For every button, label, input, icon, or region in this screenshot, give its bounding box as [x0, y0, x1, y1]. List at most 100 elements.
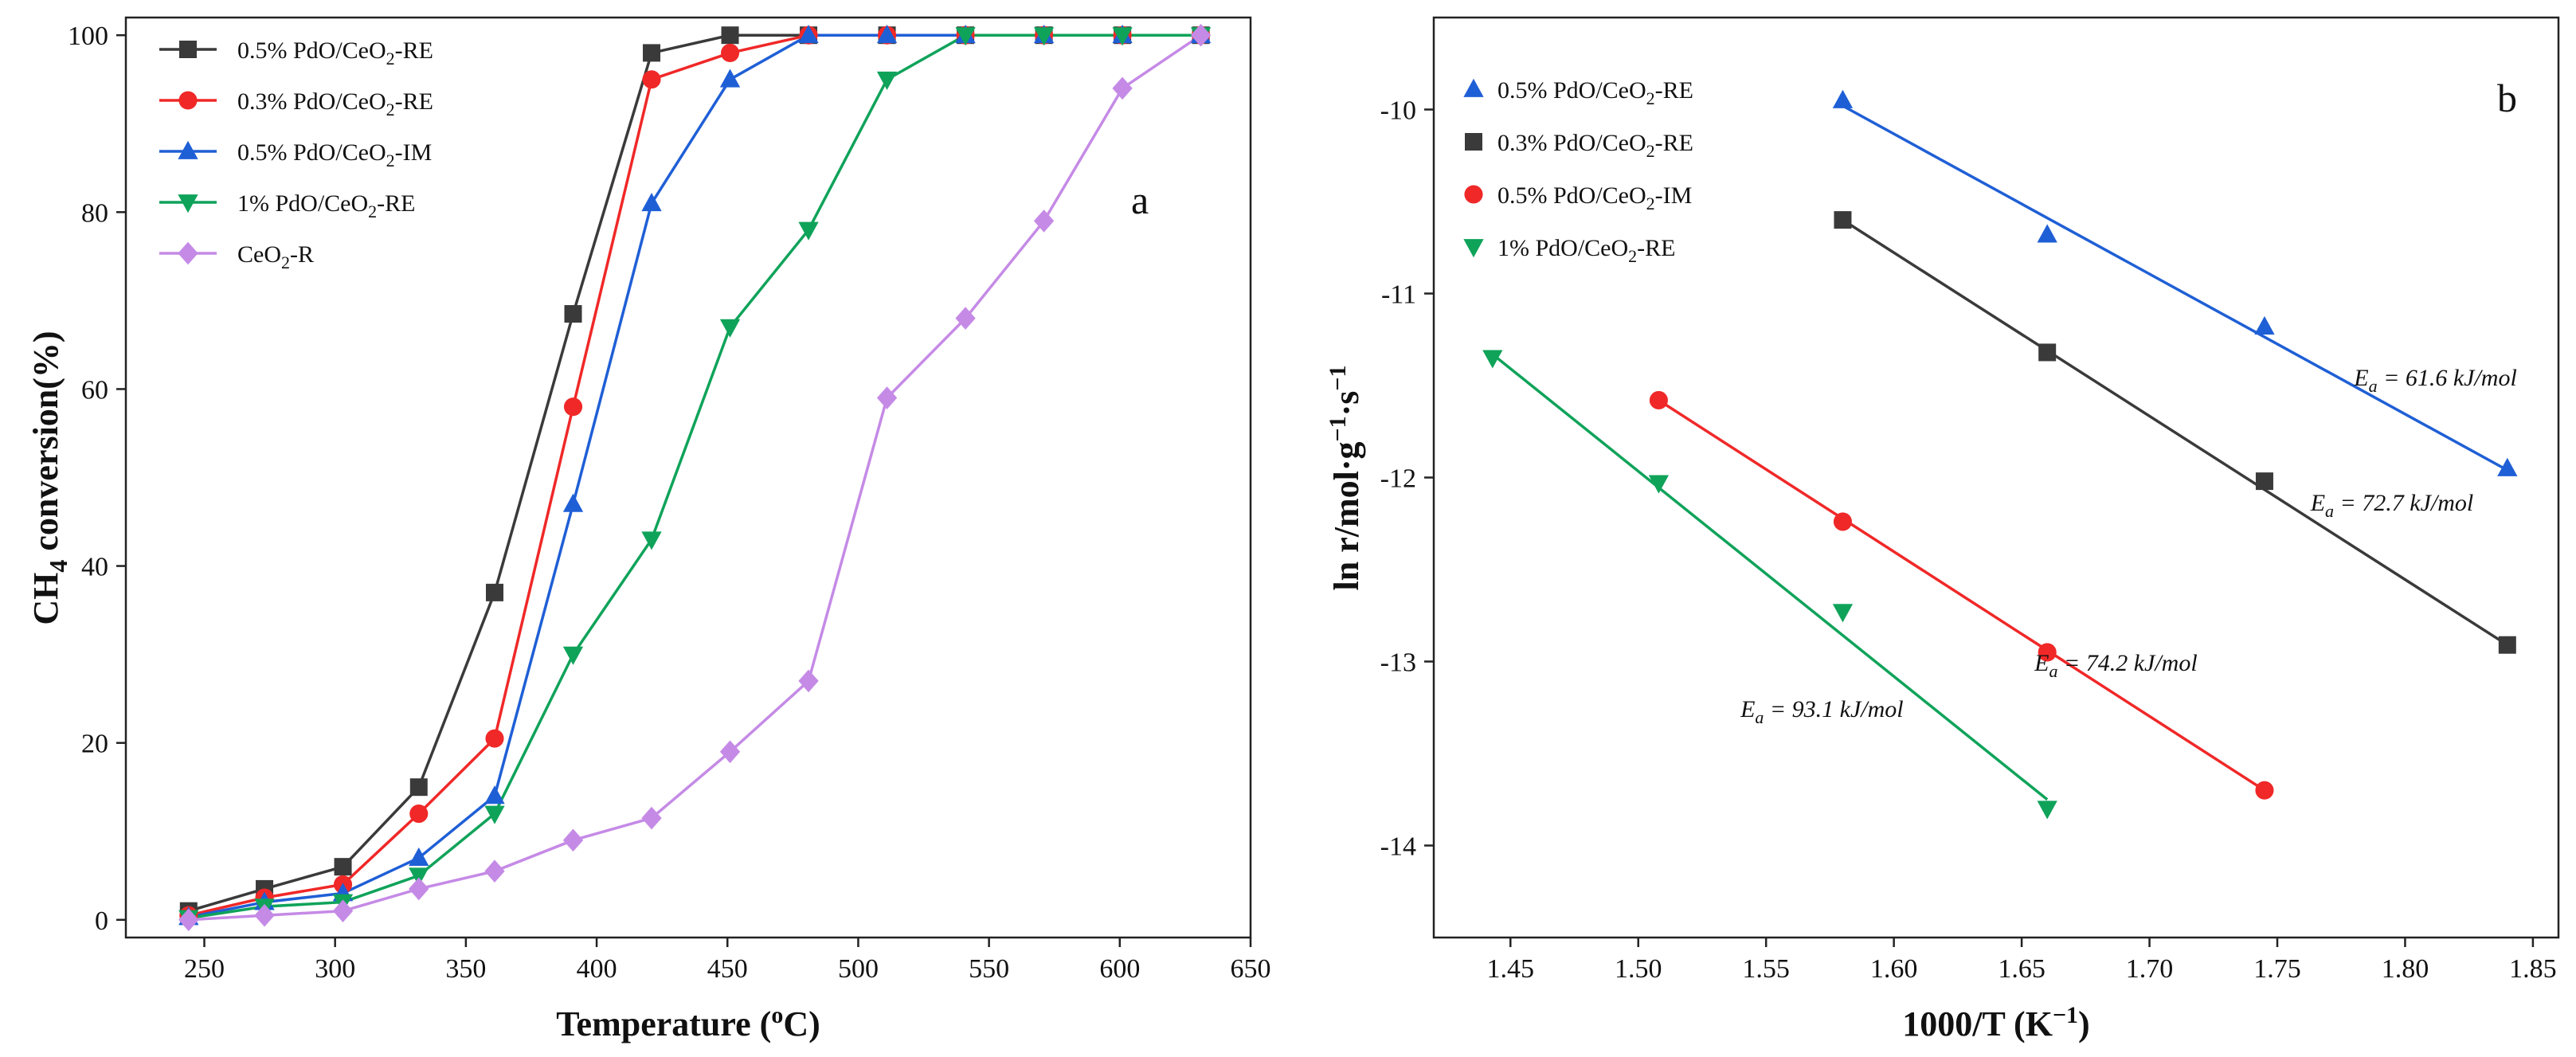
panel-b-legend-label-end: -IM	[1655, 182, 1693, 209]
panel-b-y-tick-label: -12	[1380, 464, 1416, 494]
panel-a-data-point	[719, 740, 741, 764]
panel-a-series-line	[188, 33, 1201, 920]
panel-a-legend-marker	[178, 241, 198, 265]
panel-a-legend-marker	[178, 140, 198, 159]
panel-a-x-tick-label: 500	[838, 954, 879, 984]
panel-a-data-point	[484, 785, 505, 804]
panel-a-legend-label-end: -R	[290, 241, 314, 268]
panel-a-label: a	[1131, 178, 1149, 222]
ea-symbol: E	[2310, 490, 2325, 516]
panel-a-legend-marker	[178, 194, 198, 213]
panel-b-activation-energy-label: Ea = 72.7 kJ/mol	[2310, 490, 2474, 521]
panel-a-y-tick-label: 80	[81, 198, 108, 228]
panel-a-data-point	[641, 531, 662, 550]
panel-b-x-tick-label: 1.70	[2126, 954, 2174, 984]
panel-b-legend-label: 0.3% PdO/CeO2-RE	[1497, 130, 1693, 161]
panel-b-legend-label-main: 0.5% PdO/CeO	[1497, 77, 1646, 104]
panel-a-legend-marker	[178, 91, 198, 110]
panel-a-x-tick-label: 300	[315, 954, 355, 984]
panel-b-legend-label: 1% PdO/CeO2-RE	[1497, 235, 1676, 266]
panel-a-data-point	[798, 221, 819, 241]
panel-a-legend: 0.5% PdO/CeO2-RE 0.3% PdO/CeO2-RE 0.5% PdO…	[159, 37, 433, 272]
panel-a-y-tick-label: 0	[95, 906, 108, 936]
panel-b-fit-line	[1658, 399, 2265, 792]
panel-a-data-point	[798, 669, 819, 693]
panel-b-data-point	[1834, 211, 1852, 229]
panel-b-legend-label-end: -RE	[1655, 77, 1693, 104]
panel-b-legend-marker	[1465, 133, 1482, 151]
panel-a-x-tick-label: 600	[1099, 954, 1140, 984]
panel-a-series-line	[188, 33, 1202, 922]
panel-b-fit-line	[1842, 218, 2508, 647]
panel-a-data-point	[876, 25, 898, 44]
panel-b-arrhenius-chart: 1.45 1.50 1.55 1.60 1.65 1.70 1.75 1.80 1.85 -10 -…	[1325, 16, 2560, 1043]
panel-a-x-tick-label: 350	[445, 954, 486, 984]
panel-a-data-point	[409, 804, 429, 824]
panel-a-data-point	[1033, 27, 1055, 46]
panel-a-data-point	[955, 27, 976, 46]
panel-b-y-tick-label: -13	[1380, 648, 1416, 678]
ea-value: = 72.7 kJ/mol	[2334, 490, 2473, 516]
panel-a-plot-frame	[124, 16, 1252, 939]
panel-a-legend-label-main: 0.5% PdO/CeO	[237, 37, 386, 64]
panel-a-x-tick-label: 650	[1231, 954, 1271, 984]
panel-a-conversion-chart: 250 300 350 400 450 500 550 600 650020406080100 …	[26, 16, 1271, 1043]
panel-b-legend-label: 0.5% PdO/CeO2-RE	[1497, 77, 1693, 108]
panel-a-legend-label: CeO2-R	[237, 241, 314, 272]
panel-a-data-point	[564, 305, 582, 323]
panel-a-y-tick-label: 100	[68, 22, 108, 51]
panel-b-data-point	[2255, 781, 2274, 800]
panel-b-x-tick-label: 1.45	[1487, 954, 1535, 984]
panel-b-x-tick-label: 1.75	[2253, 954, 2301, 984]
panel-a-legend-label: 0.3% PdO/CeO2-RE	[237, 88, 433, 119]
panel-a-data-point	[332, 899, 354, 922]
panel-a-data-point	[409, 778, 428, 797]
panel-a-data-point	[178, 908, 199, 932]
panel-a-legend-label-end: -IM	[395, 139, 433, 166]
panel-b-data-point	[2038, 343, 2057, 362]
panel-a-data-point	[409, 877, 429, 901]
panel-b-data-point	[2254, 315, 2275, 335]
panel-b-legend-label-main: 0.3% PdO/CeO	[1497, 130, 1646, 156]
panel-a-y-tick-label: 60	[81, 375, 108, 405]
panel-b-data-point	[1832, 89, 1854, 108]
panel-a-x-axis-label: Temperature (oC)	[556, 1002, 820, 1043]
panel-b-legend-marker	[1464, 185, 1483, 204]
panel-b-legend-label-main: 1% PdO/CeO	[1497, 235, 1628, 261]
panel-b-data-point	[1648, 475, 1670, 494]
panel-a-data-point	[720, 43, 740, 62]
panel-b-fit-line	[1491, 353, 2049, 801]
panel-a-data-point	[409, 867, 429, 887]
panel-b-legend-label-sub: 2	[1646, 141, 1655, 161]
panel-b-x-tick-label: 1.60	[1870, 954, 1918, 984]
ea-value: = 61.6 kJ/mol	[2378, 365, 2517, 391]
panel-a-data-point	[254, 903, 275, 927]
panel-a-legend-label-main: 1% PdO/CeO	[237, 190, 368, 217]
panel-a-data-point	[798, 25, 819, 44]
panel-b-y-axis-label: ln r/mol·g−1·s−1	[1325, 365, 1366, 590]
panel-b-data-point	[1649, 390, 1668, 410]
panel-a-y-axis-label: CH4 conversion(%)	[26, 331, 72, 624]
panel-a-series-line	[188, 33, 1201, 913]
panel-a-data-point	[409, 847, 429, 866]
panel-a-legend-label-sub: 2	[386, 49, 395, 69]
panel-a-legend-label: 0.5% PdO/CeO2-RE	[237, 37, 433, 69]
panel-a-data-point	[641, 806, 662, 830]
panel-b-legend-label-sub: 2	[1628, 246, 1637, 266]
panel-a-legend-label-sub: 2	[281, 253, 290, 272]
ea-subscript: a	[1755, 707, 1764, 727]
ea-subscript: a	[2369, 376, 2378, 396]
panel-a-legend-label-sub: 2	[368, 202, 377, 221]
panel-b-label: b	[2497, 76, 2517, 120]
panel-b-legend-label-end: -RE	[1655, 130, 1693, 156]
panel-a-data-point	[876, 71, 898, 90]
panel-a-data-point	[486, 583, 504, 601]
panel-a-data-point	[721, 26, 739, 45]
panel-b-x-tick-label: 1.50	[1615, 954, 1662, 984]
panel-a-legend-label-main: 0.5% PdO/CeO	[237, 139, 386, 166]
panel-a-y-tick-label: 40	[81, 553, 108, 582]
panel-b-legend-marker	[1463, 78, 1484, 97]
ea-symbol: E	[2353, 365, 2368, 391]
panel-b-legend-label: 0.5% PdO/CeO2-IM	[1497, 182, 1692, 213]
